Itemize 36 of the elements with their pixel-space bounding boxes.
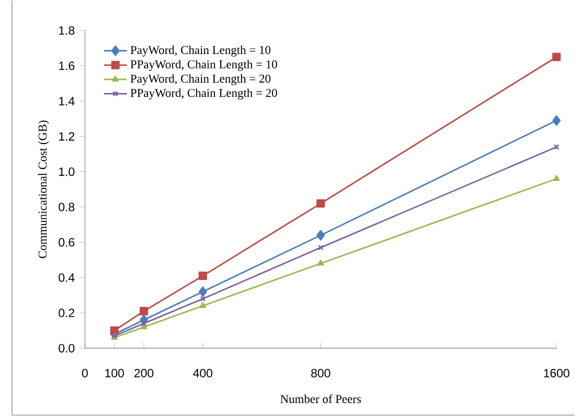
y-tick-label: 1.8 (59, 26, 74, 35)
y-tick-label: 0.0 (58, 344, 74, 352)
x-axis-title: Number of Peers (280, 394, 361, 404)
point (200, 302, 206, 308)
y-axis-title: Communicational Cost (GB) (38, 120, 50, 258)
point (141, 320, 147, 326)
point (110, 326, 119, 335)
y-tick-label: 0.2 (58, 308, 74, 318)
point (200, 296, 206, 302)
y-tick-label: 1.6 (59, 61, 74, 70)
y-tick-label: 1.0 (59, 167, 74, 176)
x-tick-label: 1600 (544, 368, 570, 378)
legend-label: PPayWord, Chain Length = 10 (130, 60, 278, 71)
legend-label: PayWord, Chain Length = 10 (130, 46, 270, 56)
legend-label: PPayWord, Chain Length = 20 (130, 88, 278, 100)
point (316, 230, 325, 240)
x-tick-label: 100 (105, 368, 124, 378)
legend-label: PayWord, Chain Length = 20 (130, 74, 270, 86)
point (552, 115, 561, 126)
point (553, 175, 560, 181)
point (198, 286, 207, 297)
point (317, 260, 324, 266)
point (552, 52, 561, 62)
x-tick-label: 200 (134, 368, 154, 378)
y-tick-label: 0.4 (58, 273, 75, 282)
point (318, 244, 324, 250)
point (316, 199, 325, 208)
x-tick-label: 0 (82, 368, 88, 378)
y-tick-label: 0.6 (58, 238, 74, 246)
point (198, 272, 208, 280)
y-tick-label: 1.2 (59, 132, 74, 141)
y-tick-label: 0.8 (58, 202, 74, 212)
x-tick-label: 800 (311, 368, 330, 378)
y-tick-label: 1.4 (59, 96, 75, 106)
point (140, 306, 148, 316)
x-tick-label: 400 (193, 368, 212, 378)
